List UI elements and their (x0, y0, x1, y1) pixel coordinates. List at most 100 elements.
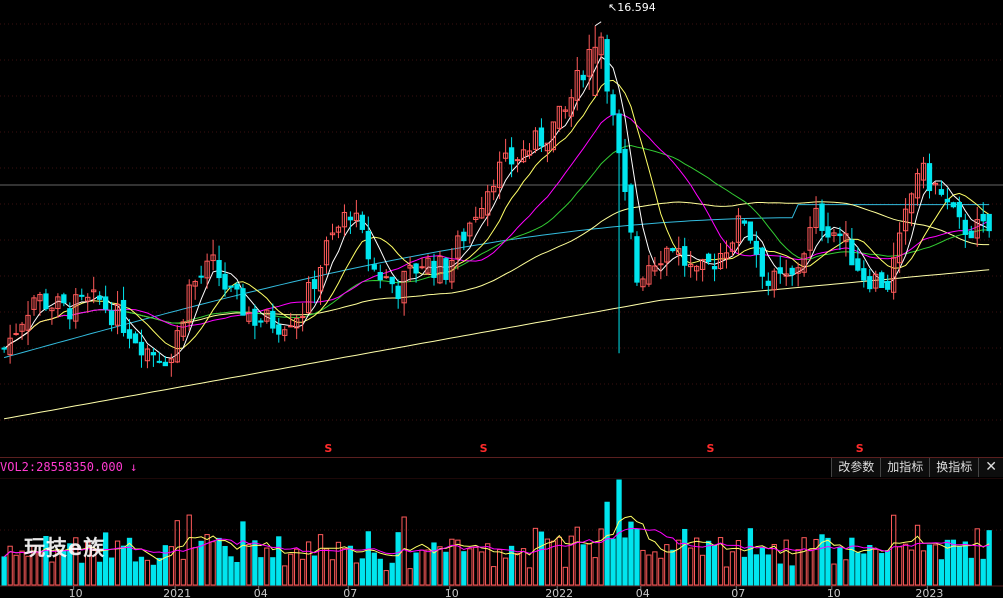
add-indicator-button[interactable]: 加指标 (880, 458, 930, 477)
volume-bar (885, 550, 891, 586)
volume-bar (723, 566, 730, 586)
candle-body (138, 341, 145, 356)
volume-bar (801, 537, 807, 586)
volume-bar (711, 544, 718, 586)
volume-bar (1, 556, 7, 586)
change-params-button[interactable]: 改参数 (831, 458, 881, 477)
x-tick-label: 04 (254, 587, 268, 598)
volume-bar (508, 545, 515, 586)
watermark-logo: 玩技e族 (24, 536, 106, 560)
volume-bar (335, 541, 342, 586)
candle-body (723, 252, 730, 259)
candle-body (956, 201, 962, 218)
candle-body (102, 296, 109, 310)
candle-body (282, 329, 288, 336)
candle-body (192, 280, 198, 287)
x-tick-label: 10 (827, 587, 841, 598)
switch-indicator-button[interactable]: 换指标 (929, 458, 979, 477)
volume-bar (813, 538, 819, 586)
candle-body (831, 232, 837, 236)
candle-body (365, 230, 371, 260)
volume-bar (694, 537, 700, 586)
volume-bar (234, 561, 240, 586)
candle-body (479, 207, 485, 219)
volume-bar (604, 501, 610, 586)
candle-body (198, 275, 204, 278)
candle-body (174, 330, 180, 363)
volume-bar (288, 553, 294, 586)
volume-bar (634, 528, 640, 586)
candle-body (879, 272, 885, 289)
dividend-marker: S (856, 442, 864, 455)
ma60-line (3, 201, 990, 350)
candle-body (747, 221, 754, 241)
candle-body (538, 127, 545, 147)
candle-body (377, 272, 383, 281)
volume-bar (592, 557, 598, 586)
volume-bar (944, 539, 951, 586)
candle-body (562, 109, 568, 112)
volume-bar (908, 549, 915, 586)
volume-bar (855, 552, 861, 586)
candle-body (759, 247, 765, 277)
volume-bar (682, 528, 688, 586)
candle-body (556, 105, 562, 129)
candle-body (795, 267, 801, 274)
candle-body (568, 97, 574, 117)
volume-bar (664, 544, 670, 586)
close-icon[interactable]: ✕ (978, 458, 1003, 477)
volume-bar (31, 545, 37, 586)
volume-bar (652, 551, 658, 586)
candle-body (216, 260, 222, 279)
candle-body (616, 113, 622, 154)
volume-bar (502, 557, 509, 586)
volume-indicator-label: VOL2:28558350.000 ↓ (0, 460, 137, 474)
candle-body (610, 94, 616, 116)
volume-bar (389, 562, 395, 586)
volume-bar (413, 552, 419, 586)
ma10-line (3, 79, 990, 350)
candle-body (234, 283, 240, 290)
candle-body (520, 149, 527, 163)
candle-body (891, 257, 897, 293)
volume-bar (580, 544, 586, 586)
volume-bar (168, 546, 174, 586)
volume-bar (210, 541, 216, 586)
candle-body (914, 173, 921, 199)
volume-bar (765, 554, 771, 586)
volume-bar (837, 547, 843, 586)
candle-body (986, 213, 992, 232)
ma120-line (3, 204, 990, 359)
candle-body (168, 358, 174, 364)
volume-bar (347, 545, 354, 586)
volume-bar (777, 563, 783, 586)
candle-body (950, 202, 957, 208)
dividend-marker: S (480, 442, 488, 455)
volume-bar (323, 548, 330, 586)
x-tick-label: 10 (69, 587, 83, 598)
candle-body (150, 352, 157, 356)
volume-bar (73, 537, 79, 586)
volume-bar (455, 539, 461, 586)
candle-body (276, 324, 282, 335)
candle-body (968, 230, 974, 239)
candle-body (777, 267, 783, 274)
x-tick-label: 07 (343, 587, 357, 598)
dividend-marker: S (324, 442, 332, 455)
candle-body (819, 203, 825, 231)
volume-bar (640, 549, 646, 586)
candle-body (801, 253, 807, 273)
candle-body (867, 276, 873, 290)
candle-body (305, 282, 312, 314)
candle-body (180, 321, 186, 337)
volume-bar (79, 562, 85, 586)
candle-body (7, 337, 13, 356)
volume-bar (37, 552, 43, 586)
volume-bar (222, 545, 228, 586)
candle-body (395, 285, 401, 299)
volume-bar (216, 537, 222, 586)
candle-body (920, 162, 927, 181)
volume-bar (204, 534, 210, 586)
candle-body (114, 303, 121, 326)
volume-bar (276, 536, 282, 586)
